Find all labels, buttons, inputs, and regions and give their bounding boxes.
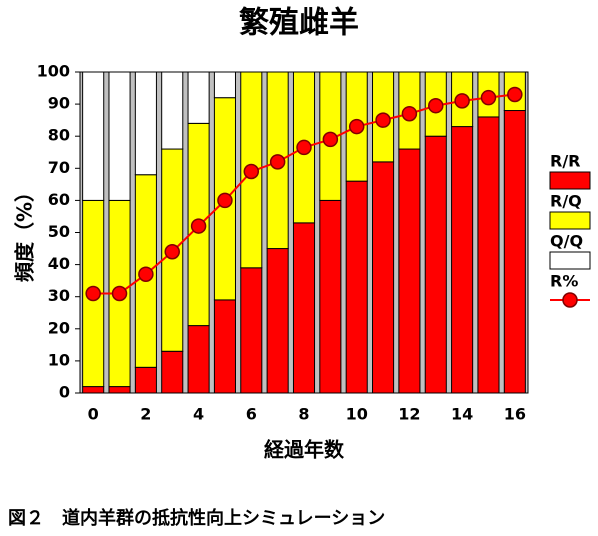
line-marker [296,139,312,156]
bar-segment [187,71,210,124]
bar-segment [319,199,342,394]
y-tick-label: 10 [48,350,70,369]
line-marker [428,97,444,114]
bar-segment [451,126,474,394]
line-marker [243,163,260,180]
x-tick-label: 8 [298,405,309,424]
legend-label: Q/Q [550,232,583,251]
line-marker [217,192,233,209]
bar-segment [424,135,447,394]
x-tick-label: 12 [398,405,420,424]
legend-label: R% [550,272,578,291]
y-tick-label: 40 [48,254,70,273]
line-marker [401,105,418,122]
bar-segment [398,148,421,394]
bar-segment [292,222,316,394]
line-marker [190,218,207,234]
bar-segment [240,267,263,394]
bar-segment [82,71,105,201]
legend-swatch [549,251,591,270]
bar-segment [187,325,210,394]
bar-segment [213,299,236,394]
bar-segment [372,161,395,394]
legend-label: R/R [550,152,580,171]
legend-marker [562,292,578,308]
line-marker [85,285,101,302]
x-axis-label: 経過年数 [264,438,345,462]
bar-segment [108,386,131,394]
caption: 図２ 道内羊群の抵抗性向上シミュレーション [8,507,385,529]
y-tick-label: 60 [48,190,70,209]
line-marker [375,112,391,128]
x-tick-label: 2 [140,405,151,424]
bar-segment [213,71,236,99]
y-axis-label: 頻度（%） [13,182,37,282]
bar-segment [161,71,184,150]
bar-segment [345,180,368,394]
x-tick-label: 0 [88,405,99,424]
line-marker [507,86,523,103]
line-marker [454,93,470,109]
bar-segment [82,386,105,394]
bar-segment [503,110,526,394]
x-tick-label: 6 [246,405,257,424]
line-marker [164,244,180,260]
x-tick-label: 10 [346,405,368,424]
bar-segment [134,71,157,176]
line-marker [269,154,286,170]
y-tick-label: 50 [48,222,70,241]
y-tick-label: 90 [48,94,70,113]
line-marker [348,118,365,135]
bar-segment [108,71,131,201]
line-marker [480,89,497,106]
line-marker [111,285,128,302]
y-tick-label: 0 [59,383,70,402]
line-marker [138,266,154,282]
legend-swatch [549,171,591,190]
bar-segment [477,116,500,394]
y-tick-label: 20 [48,318,70,337]
legend-label: R/Q [550,192,582,211]
chart-title: 繁殖雌羊 [239,6,359,41]
y-tick-label: 70 [48,158,70,177]
x-tick-label: 14 [451,405,473,424]
y-tick-label: 100 [37,62,70,81]
bar-segment [134,366,157,394]
legend-swatch [549,211,591,230]
x-tick-label: 4 [193,405,204,424]
y-tick-label: 80 [48,126,70,145]
y-tick-label: 30 [48,286,70,305]
line-marker [322,131,339,148]
x-tick-label: 16 [504,405,526,424]
bar-segment [266,248,289,394]
bar-segment [161,350,184,394]
